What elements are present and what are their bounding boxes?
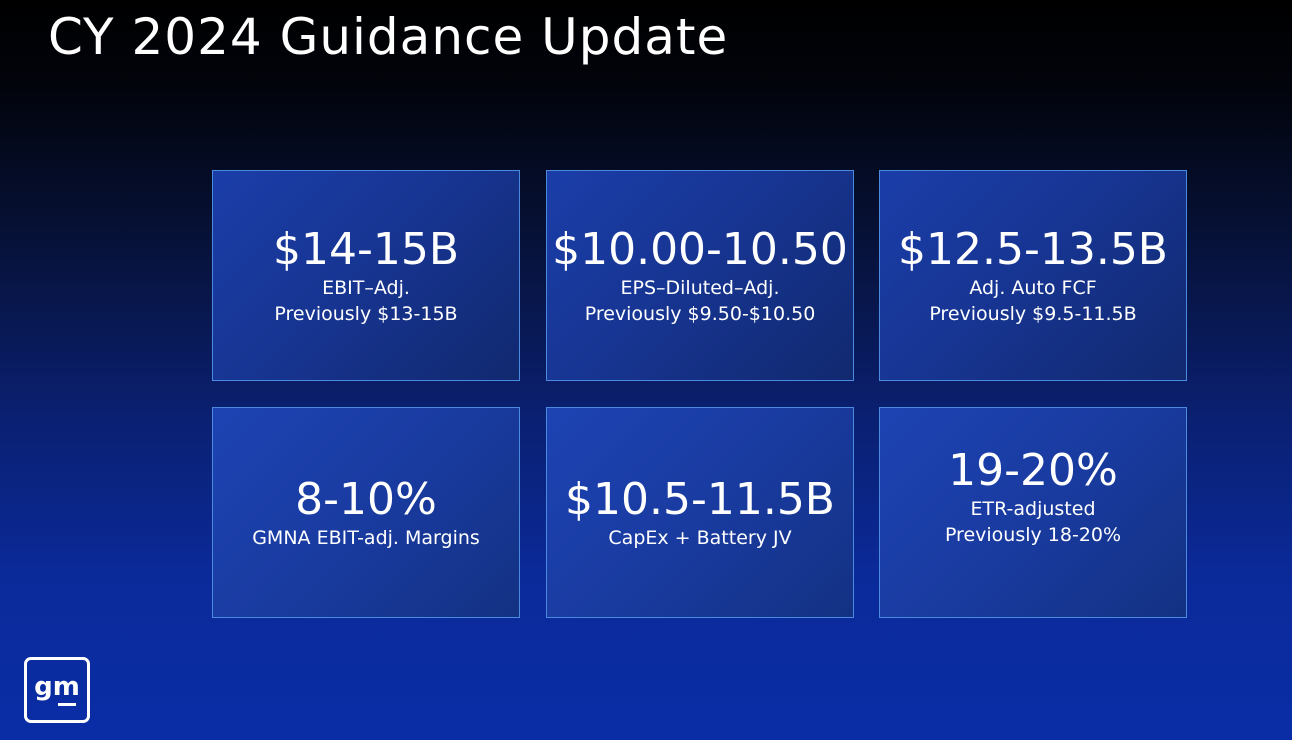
card-value: $14-15B (272, 223, 460, 275)
guidance-grid: $14-15B EBIT–Adj. Previously $13-15B $10… (212, 170, 1188, 619)
guidance-card-fcf: $12.5-13.5B Adj. Auto FCF Previously $9.… (879, 170, 1187, 381)
card-label: EBIT–Adj. (322, 276, 410, 299)
card-label: EPS–Diluted–Adj. (620, 276, 780, 299)
gm-logo-mark: gm (34, 672, 80, 706)
card-previous: Previously 18-20% (944, 524, 1122, 546)
card-previous: Previously $13-15B (274, 302, 458, 325)
guidance-card-etr: 19-20% ETR-adjusted Previously 18-20% (879, 407, 1187, 618)
card-value: $10.5-11.5B (565, 473, 835, 525)
card-label: Adj. Auto FCF (969, 276, 1097, 299)
gm-logo-text: gm (34, 672, 80, 702)
guidance-card-capex: $10.5-11.5B CapEx + Battery JV (546, 407, 854, 618)
card-value: 8-10% (295, 473, 437, 525)
card-value: 19-20% (948, 445, 1118, 496)
card-previous: Previously $9.5-11.5B (929, 302, 1137, 325)
card-label: CapEx + Battery JV (608, 526, 792, 549)
slide-title: CY 2024 Guidance Update (48, 8, 729, 66)
card-previous: Previously $9.50-$10.50 (584, 302, 816, 325)
guidance-card-eps: $10.00-10.50 EPS–Diluted–Adj. Previously… (546, 170, 854, 381)
card-label: GMNA EBIT-adj. Margins (252, 526, 480, 549)
gm-logo: gm (24, 657, 90, 723)
guidance-card-ebit: $14-15B EBIT–Adj. Previously $13-15B (212, 170, 520, 381)
card-label: ETR-adjusted (970, 498, 1096, 520)
guidance-card-margins: 8-10% GMNA EBIT-adj. Margins (212, 407, 520, 618)
card-value: $12.5-13.5B (898, 223, 1168, 275)
card-value: $10.00-10.50 (552, 223, 848, 275)
